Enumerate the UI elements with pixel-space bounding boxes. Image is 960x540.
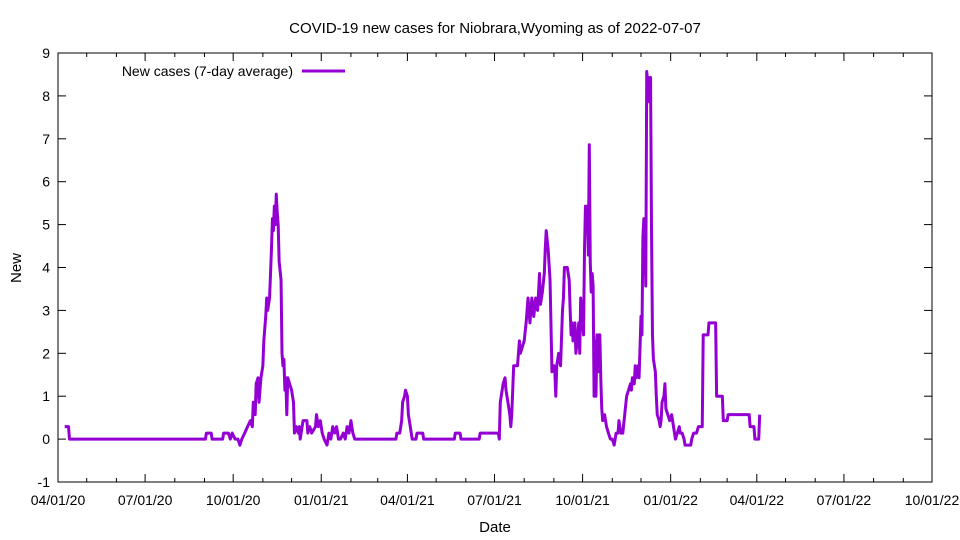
y-tick-label: 4 bbox=[42, 260, 50, 276]
x-tick-label: 01/01/21 bbox=[294, 492, 349, 508]
legend: New cases (7-day average) bbox=[122, 63, 345, 79]
series-line-new-cases bbox=[64, 69, 762, 447]
x-tick-label: 07/01/21 bbox=[467, 492, 522, 508]
y-tick-label: 3 bbox=[42, 302, 50, 318]
x-tick-label: 10/01/20 bbox=[206, 492, 261, 508]
y-axis-label: New bbox=[8, 253, 25, 283]
x-tick-label: 10/01/21 bbox=[555, 492, 610, 508]
y-tick-label: 5 bbox=[42, 217, 50, 233]
y-tick-label: 0 bbox=[42, 431, 50, 447]
x-tick-label: 04/01/22 bbox=[730, 492, 785, 508]
y-axis-ticks: -1 0 1 2 3 4 5 6 7 8 9 bbox=[38, 45, 932, 490]
x-tick-label: 07/01/20 bbox=[118, 492, 173, 508]
y-tick-label: 2 bbox=[42, 345, 50, 361]
x-tick-label: 04/01/20 bbox=[31, 492, 86, 508]
y-tick-label: 9 bbox=[42, 45, 50, 61]
y-tick-label: 6 bbox=[42, 174, 50, 190]
x-tick-label: 01/01/22 bbox=[643, 492, 698, 508]
x-tick-label: 07/01/22 bbox=[817, 492, 872, 508]
y-tick-label: 8 bbox=[42, 88, 50, 104]
x-tick-label: 04/01/21 bbox=[380, 492, 435, 508]
legend-label: New cases (7-day average) bbox=[122, 63, 293, 79]
plot-frame bbox=[57, 52, 933, 483]
chart-title: COVID-19 new cases for Niobrara,Wyoming … bbox=[289, 20, 701, 37]
x-tick-label: 10/01/22 bbox=[905, 492, 960, 508]
y-tick-label: 1 bbox=[42, 388, 50, 404]
y-tick-label: 7 bbox=[42, 131, 50, 147]
x-axis-label: Date bbox=[479, 519, 511, 536]
y-tick-label: -1 bbox=[38, 474, 51, 490]
